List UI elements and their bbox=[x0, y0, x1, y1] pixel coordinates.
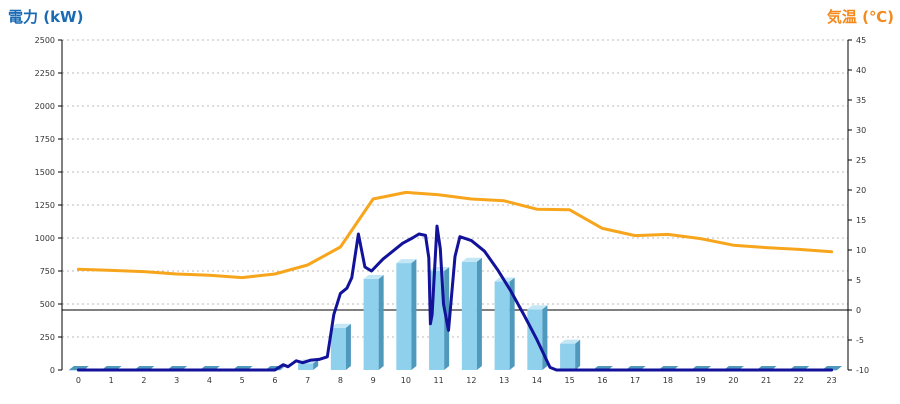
x-tick-label: 21 bbox=[761, 376, 771, 385]
x-tick-label: 9 bbox=[371, 376, 376, 385]
right-tick-label: 40 bbox=[856, 66, 866, 75]
left-tick-label: 1500 bbox=[35, 168, 55, 177]
right-tick-label: 35 bbox=[856, 96, 866, 105]
right-tick-label: 25 bbox=[856, 156, 866, 165]
x-tick-label: 1 bbox=[109, 376, 114, 385]
right-tick-label: 20 bbox=[856, 186, 866, 195]
x-tick-label: 23 bbox=[827, 376, 837, 385]
x-tick-label: 6 bbox=[272, 376, 277, 385]
left-tick-label: 1750 bbox=[35, 135, 55, 144]
bar-top bbox=[330, 323, 351, 328]
x-tick-label: 15 bbox=[565, 376, 575, 385]
right-tick-label: 0 bbox=[856, 306, 861, 315]
bar-side bbox=[411, 259, 417, 370]
left-tick-label: 2000 bbox=[35, 102, 55, 111]
x-tick-label: 4 bbox=[207, 376, 212, 385]
x-tick-label: 5 bbox=[240, 376, 245, 385]
left-tick-label: 1250 bbox=[35, 201, 55, 210]
bar-front bbox=[363, 278, 379, 370]
right-tick-label: -10 bbox=[856, 366, 869, 375]
bar-side bbox=[476, 257, 482, 370]
right-tick-label: 30 bbox=[856, 126, 866, 135]
bar-top bbox=[363, 274, 384, 279]
bar-front bbox=[461, 261, 477, 370]
x-tick-label: 20 bbox=[728, 376, 738, 385]
bar-side bbox=[345, 323, 351, 370]
x-tick-label: 22 bbox=[794, 376, 804, 385]
bar-front bbox=[330, 327, 346, 370]
right-tick-label: 45 bbox=[856, 36, 866, 45]
bar-side bbox=[509, 277, 515, 370]
right-axis-title: 気温 (℃) bbox=[827, 8, 894, 26]
right-tick-label: -5 bbox=[856, 336, 864, 345]
x-tick-label: 12 bbox=[466, 376, 476, 385]
x-tick-label: 11 bbox=[434, 376, 444, 385]
bar-front bbox=[298, 363, 314, 370]
bar bbox=[560, 339, 581, 370]
bar bbox=[330, 323, 351, 370]
bar bbox=[363, 274, 384, 370]
left-tick-label: 250 bbox=[40, 333, 55, 342]
left-tick-label: 2500 bbox=[35, 36, 55, 45]
bar-top bbox=[396, 259, 417, 264]
bar-side bbox=[575, 339, 581, 370]
bar-side bbox=[313, 359, 319, 370]
left-tick-label: 500 bbox=[40, 300, 55, 309]
left-tick-label: 750 bbox=[40, 267, 55, 276]
bar-front bbox=[560, 343, 576, 370]
right-tick-label: 5 bbox=[856, 276, 861, 285]
bar-top bbox=[461, 257, 482, 262]
bar-front bbox=[494, 281, 510, 370]
bar bbox=[461, 257, 482, 370]
x-tick-label: 10 bbox=[401, 376, 411, 385]
x-tick-label: 0 bbox=[76, 376, 81, 385]
right-tick-label: 15 bbox=[856, 216, 866, 225]
bar-top bbox=[560, 339, 581, 344]
x-tick-label: 8 bbox=[338, 376, 343, 385]
left-axis-title: 電力 (kW) bbox=[8, 8, 83, 26]
x-tick-label: 2 bbox=[141, 376, 146, 385]
right-tick-label: 10 bbox=[856, 246, 866, 255]
left-tick-label: 1000 bbox=[35, 234, 55, 243]
bar bbox=[396, 259, 417, 370]
bar-front bbox=[68, 370, 84, 371]
temperature-series-line bbox=[76, 190, 834, 280]
x-tick-label: 14 bbox=[532, 376, 542, 385]
power-series-line bbox=[76, 224, 834, 372]
left-tick-label: 0 bbox=[50, 366, 55, 375]
x-tick-label: 3 bbox=[174, 376, 179, 385]
x-tick-label: 19 bbox=[696, 376, 706, 385]
left-tick-label: 2250 bbox=[35, 69, 55, 78]
bar-top bbox=[527, 305, 548, 310]
bar-side bbox=[378, 274, 384, 370]
x-tick-label: 18 bbox=[663, 376, 673, 385]
bar-front bbox=[396, 263, 412, 370]
x-tick-label: 7 bbox=[305, 376, 310, 385]
x-tick-label: 16 bbox=[597, 376, 607, 385]
x-tick-label: 17 bbox=[630, 376, 640, 385]
x-tick-label: 13 bbox=[499, 376, 509, 385]
bar-front bbox=[527, 309, 543, 370]
